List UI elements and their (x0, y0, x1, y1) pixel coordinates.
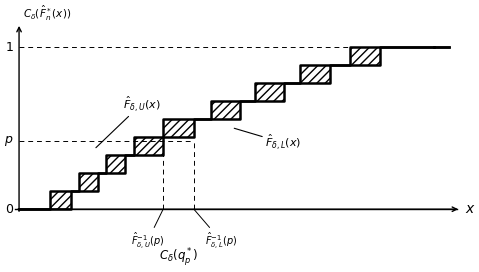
Text: $C_{\delta}(q_p^*)$: $C_{\delta}(q_p^*)$ (159, 246, 198, 268)
Bar (211, 101, 240, 119)
Bar (299, 65, 331, 83)
Text: 0: 0 (5, 203, 13, 216)
Bar (255, 83, 284, 101)
Bar (105, 155, 125, 173)
Bar (105, 155, 125, 173)
Bar (350, 47, 380, 65)
Text: $\hat{F}_{\delta,L}^{-1}(p)$: $\hat{F}_{\delta,L}^{-1}(p)$ (194, 209, 237, 251)
Bar (79, 173, 98, 191)
Text: $x$: $x$ (465, 202, 476, 216)
Bar (134, 137, 163, 155)
Text: $C_{\delta}(\hat{F}_n^*(x))$: $C_{\delta}(\hat{F}_n^*(x))$ (23, 4, 71, 23)
Bar (50, 191, 71, 209)
Bar (350, 47, 380, 65)
Bar (211, 101, 240, 119)
Text: $p$: $p$ (4, 134, 13, 148)
Text: 1: 1 (5, 41, 13, 54)
Bar (134, 137, 163, 155)
Bar (163, 119, 194, 137)
Text: $\hat{F}_{\delta,U}^{-1}(p)$: $\hat{F}_{\delta,U}^{-1}(p)$ (131, 209, 165, 251)
Bar (255, 83, 284, 101)
Bar (50, 191, 71, 209)
Bar (79, 173, 98, 191)
Bar (299, 65, 331, 83)
Text: $\hat{F}_{\delta,U}(x)$: $\hat{F}_{\delta,U}(x)$ (96, 94, 160, 148)
Bar (163, 119, 194, 137)
Text: $\hat{F}_{\delta,L}(x)$: $\hat{F}_{\delta,L}(x)$ (234, 128, 301, 153)
